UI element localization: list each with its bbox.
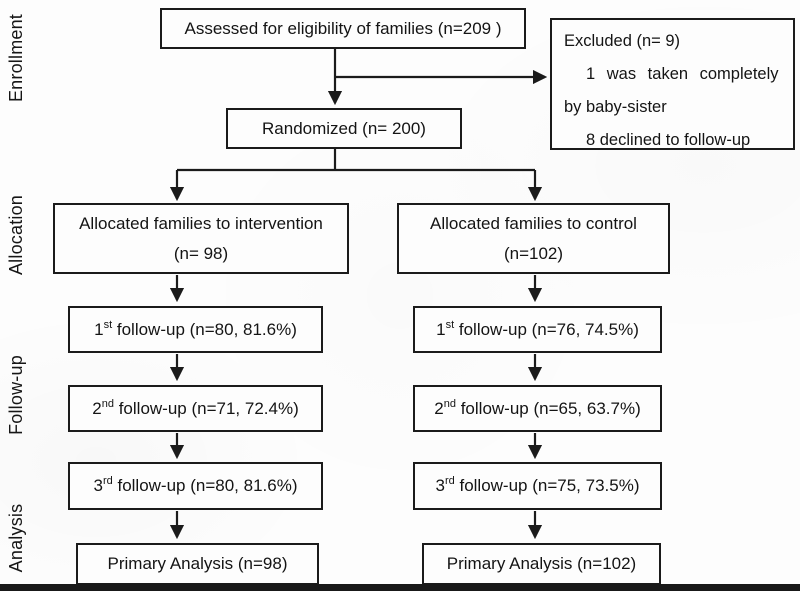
excluded-reason2: 8 declined to follow-up (586, 131, 751, 149)
primary-analysis-intervention-box: Primary Analysis (n=98) (76, 543, 319, 585)
followup2-control-text: 2nd follow-up (n=65, 63.7%) (434, 397, 641, 418)
followup1-intervention-box: 1st follow-up (n=80, 81.6%) (68, 306, 323, 353)
assessed-text: Assessed for eligibility of families (n=… (184, 18, 502, 38)
assessed-box: Assessed for eligibility of families (n=… (160, 8, 526, 49)
allocation-intervention-line1: Allocated families to intervention (79, 213, 323, 233)
phase-label-allocation: Allocation (5, 194, 26, 276)
randomized-text: Randomized (n= 200) (262, 118, 426, 138)
followup2-control-box: 2nd follow-up (n=65, 63.7%) (413, 385, 662, 432)
followup3-control-box: 3rd follow-up (n=75, 73.5%) (413, 462, 662, 510)
excluded-title: Excluded (n= 9) (564, 32, 681, 50)
primary-analysis-control-text: Primary Analysis (n=102) (446, 554, 637, 574)
line-randomized-split (177, 149, 535, 172)
followup1-control-box: 1st follow-up (n=76, 74.5%) (413, 306, 662, 353)
allocation-intervention-box: Allocated families to intervention (n= 9… (53, 203, 349, 274)
randomized-box: Randomized (n= 200) (226, 108, 462, 149)
excluded-reason1-line2: by baby-sister (564, 98, 667, 116)
followup1-control-text: 1st follow-up (n=76, 74.5%) (436, 318, 639, 339)
allocation-control-line2: (n=102) (503, 243, 564, 263)
phase-label-analysis: Analysis (5, 503, 26, 573)
allocation-control-box: Allocated families to control (n=102) (397, 203, 670, 274)
followup3-intervention-text: 3rd follow-up (n=80, 81.6%) (93, 475, 298, 496)
allocation-control-line1: Allocated families to control (430, 213, 637, 233)
followup3-intervention-box: 3rd follow-up (n=80, 81.6%) (68, 462, 323, 510)
phase-label-enrollment: Enrollment (5, 13, 26, 103)
figure-bottom-border (0, 584, 800, 591)
primary-analysis-intervention-text: Primary Analysis (n=98) (107, 554, 288, 574)
followup3-control-text: 3rd follow-up (n=75, 73.5%) (435, 475, 640, 496)
followup2-intervention-text: 2nd follow-up (n=71, 72.4%) (92, 397, 299, 418)
allocation-intervention-line2: (n= 98) (173, 243, 229, 263)
excluded-reason1-line1: 1 was taken completely (586, 65, 779, 83)
followup1-intervention-text: 1st follow-up (n=80, 81.6%) (94, 318, 297, 339)
phase-label-followup: Follow-up (5, 355, 26, 435)
excluded-box: Excluded (n= 9) 1 was taken completely b… (550, 18, 795, 150)
primary-analysis-control-box: Primary Analysis (n=102) (422, 543, 661, 585)
followup2-intervention-box: 2nd follow-up (n=71, 72.4%) (68, 385, 323, 432)
